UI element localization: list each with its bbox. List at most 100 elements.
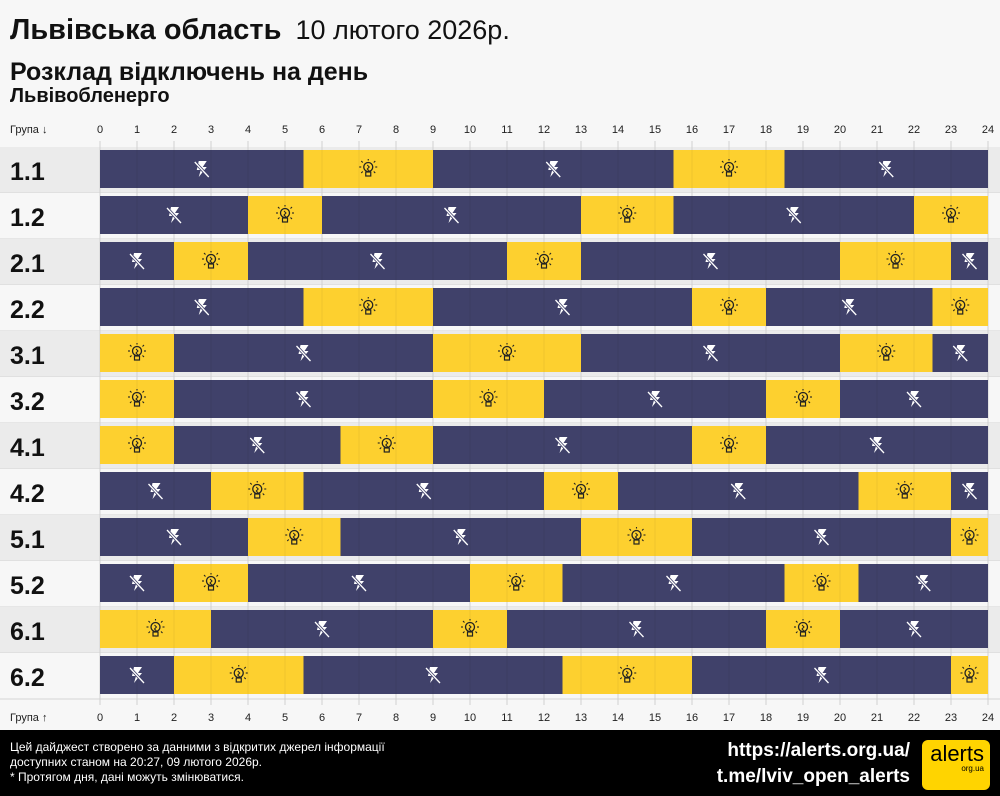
x-tick-label: 8 — [393, 124, 399, 136]
power-on-segment — [248, 196, 322, 234]
x-tick-label: 4 — [245, 712, 251, 724]
power-on-segment — [303, 288, 433, 326]
x-tick-label: 3 — [208, 124, 214, 136]
light-bulb-icon — [276, 205, 294, 223]
lightning-off-icon — [313, 620, 331, 639]
date-label: 10 лютого 2026р. — [295, 15, 510, 45]
lightning-off-icon — [868, 436, 886, 455]
light-bulb-icon — [794, 619, 812, 637]
group-label: 3.2 — [10, 388, 45, 416]
footer: Цей дайджест створено за данними з відкр… — [0, 730, 1000, 796]
light-bulb-icon — [812, 573, 831, 591]
power-on-segment — [840, 334, 933, 372]
x-tick-label: 14 — [612, 712, 624, 724]
light-bulb-icon — [377, 435, 396, 453]
group-label: 5.1 — [10, 526, 45, 554]
lightning-off-icon — [128, 574, 146, 593]
group-label: 2.2 — [10, 296, 45, 324]
light-bulb-icon — [618, 665, 637, 683]
lightning-off-icon — [443, 206, 460, 225]
lightning-off-icon — [915, 574, 932, 593]
lightning-off-icon — [813, 528, 830, 547]
x-tick-label: 10 — [464, 712, 476, 724]
x-tick-label: 17 — [723, 712, 735, 724]
region-title: Львівська область — [10, 14, 282, 46]
x-tick-label: 2 — [171, 124, 177, 136]
light-bulb-icon — [895, 481, 914, 499]
x-tick-label: 0 — [97, 124, 103, 136]
light-bulb-icon — [359, 159, 378, 177]
light-bulb-icon — [128, 435, 146, 453]
x-tick-label: 1 — [134, 712, 140, 724]
power-on-segment — [784, 564, 859, 602]
x-tick-label: 12 — [538, 124, 550, 136]
lightning-off-icon — [961, 482, 978, 501]
group-label: 4.2 — [10, 480, 45, 508]
light-bulb-icon — [942, 205, 960, 223]
lightning-off-icon — [147, 482, 164, 501]
site-link[interactable]: https://alerts.org.ua/ — [727, 740, 910, 761]
telegram-link[interactable]: t.me/lviv_open_alerts — [716, 766, 910, 787]
light-bulb-icon — [877, 343, 896, 361]
x-tick-label: 21 — [871, 124, 883, 136]
light-bulb-icon — [146, 619, 165, 637]
lightning-off-icon — [646, 390, 664, 409]
light-bulb-icon — [720, 297, 738, 315]
light-bulb-icon — [960, 665, 979, 683]
x-tick-label: 1 — [134, 124, 140, 136]
x-tick-label: 16 — [686, 712, 698, 724]
lightning-off-icon — [785, 206, 802, 225]
light-bulb-icon — [720, 435, 738, 453]
power-on-segment — [544, 472, 618, 510]
group-label: 6.1 — [10, 618, 45, 646]
lightning-off-icon — [545, 160, 562, 179]
light-bulb-icon — [572, 481, 590, 499]
x-tick-label: 13 — [575, 124, 587, 136]
outage-schedule-chart: Група ↓ 0 1 2 3 4 5 6 7 8 9 10 11 12 13 14 15 16 17 18 19 20 2… — [0, 124, 1000, 724]
footer-links: https://alerts.org.ua/ t.me/lviv_open_al… — [717, 738, 910, 790]
light-bulb-icon — [359, 297, 378, 315]
x-tick-label: 8 — [393, 712, 399, 724]
power-on-segment — [581, 518, 692, 556]
group-label: 1.2 — [10, 204, 45, 232]
x-tick-label: 22 — [908, 124, 920, 136]
lightning-off-icon — [295, 390, 312, 409]
x-tick-label: 19 — [797, 712, 809, 724]
light-bulb-icon — [627, 527, 646, 545]
power-on-segment — [932, 288, 988, 326]
page-subtitle: Розклад відключень на день — [10, 58, 369, 86]
lightning-off-icon — [813, 666, 830, 685]
x-tick-label: 7 — [356, 712, 362, 724]
x-tick-label: 22 — [908, 712, 920, 724]
x-tick-label: 16 — [686, 124, 698, 136]
x-tick-label: 5 — [282, 712, 288, 724]
lightning-off-icon — [295, 344, 312, 363]
light-bulb-icon — [229, 665, 248, 683]
lightning-off-icon — [554, 436, 571, 455]
lightning-off-icon — [193, 160, 210, 179]
lightning-off-icon — [249, 436, 266, 455]
lightning-off-icon — [841, 298, 858, 317]
x-tick-label: 23 — [945, 712, 957, 724]
x-tick-label: 13 — [575, 712, 587, 724]
x-tick-label: 19 — [797, 124, 809, 136]
power-on-segment — [433, 610, 507, 648]
note-line: доступних станом на 20:27, 09 лютого 202… — [10, 755, 262, 769]
x-tick-label: 5 — [282, 124, 288, 136]
page-title: Львівська область 10 лютого 2026р. — [10, 14, 510, 47]
lightning-off-icon — [878, 160, 895, 179]
group-label: 4.1 — [10, 434, 45, 462]
x-tick-label: 11 — [501, 712, 512, 724]
power-on-segment — [581, 196, 674, 234]
logo-subtext: org.ua — [961, 764, 984, 773]
lightning-off-icon — [952, 344, 969, 363]
lightning-off-icon — [165, 528, 183, 547]
note-line: Цей дайджест створено за данними з відкр… — [10, 740, 385, 754]
lightning-off-icon — [554, 298, 571, 317]
lightning-off-icon — [628, 620, 645, 639]
light-bulb-icon — [285, 527, 304, 545]
x-tick-label: 23 — [945, 124, 957, 136]
lightning-off-icon — [128, 666, 146, 685]
x-tick-label: 15 — [649, 124, 661, 136]
light-bulb-icon — [960, 527, 979, 545]
